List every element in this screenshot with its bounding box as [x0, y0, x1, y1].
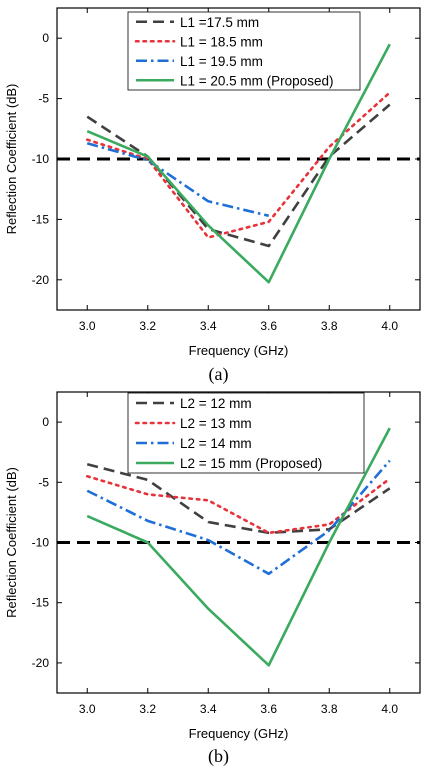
panel-caption: (a) — [209, 364, 229, 385]
series-line-2 — [85, 91, 392, 239]
y-tick-label: -20 — [32, 273, 50, 287]
x-tick-label: 3.2 — [139, 702, 156, 716]
x-tick-label: 3.2 — [139, 319, 156, 333]
legend-label-4: L1 = 20.5 mm (Proposed) — [180, 73, 333, 88]
x-tick-label: 3.0 — [79, 702, 96, 716]
chart-panel-a: 3.0 3.2 3.4 3.6 3.8 4.0 0 -5 -10 -15 -20 Frequency … — [4, 7, 421, 385]
legend-label-4: L2 = 15 mm (Proposed) — [180, 456, 322, 471]
legend-label-2: L2 = 13 mm — [180, 416, 252, 431]
x-tick-label: 3.8 — [321, 319, 338, 333]
x-tick-label: 3.4 — [200, 702, 217, 716]
x-tick-label: 3.6 — [260, 319, 277, 333]
y-axis-label: Reflection Coefficient (dB) — [4, 467, 19, 618]
legend-label-3: L1 = 19.5 mm — [180, 54, 263, 69]
y-tick-label: 0 — [42, 415, 49, 429]
series-line-1 — [86, 103, 391, 248]
series-line-4 — [86, 43, 391, 284]
x-axis-label: Frequency (GHz) — [189, 726, 289, 741]
y-tick-label: -5 — [38, 475, 49, 489]
legend-label-2: L1 = 18.5 mm — [180, 34, 263, 49]
x-tick-label: 3.0 — [79, 319, 96, 333]
legend-label-1: L1 =17.5 mm — [180, 15, 259, 30]
legend-label-1: L2 = 12 mm — [180, 396, 252, 411]
x-tick-label: 3.4 — [200, 319, 217, 333]
y-tick-label: -10 — [32, 536, 50, 550]
legend-label-3: L2 = 14 mm — [180, 436, 252, 451]
y-tick-label: -15 — [32, 596, 50, 610]
series-line-4 — [86, 427, 391, 667]
panel-caption: (b) — [208, 746, 229, 767]
x-tick-label: 4.0 — [381, 319, 398, 333]
x-axis-label: Frequency (GHz) — [189, 343, 289, 358]
legend-box — [127, 392, 365, 474]
y-tick-label: 0 — [42, 31, 49, 45]
legend: L1 =17.5 mm L1 = 18.5 mm L1 = 19.5 mm L1 = … — [127, 11, 361, 91]
series-line-3 — [86, 142, 270, 218]
y-tick-label: -10 — [32, 152, 50, 166]
series-line-3 — [86, 459, 391, 576]
y-tick-label: -5 — [38, 92, 49, 106]
x-tick-label: 4.0 — [381, 702, 398, 716]
y-tick-label: -15 — [32, 212, 50, 226]
series-line-2 — [85, 474, 392, 535]
y-tick-label: -20 — [32, 656, 50, 670]
series-line-1 — [86, 462, 391, 535]
x-tick-label: 3.8 — [321, 702, 338, 716]
y-axis-label: Reflection Coefficient (dB) — [4, 84, 19, 235]
x-tick-label: 3.6 — [260, 702, 277, 716]
legend-box — [127, 11, 361, 91]
chart-panel-b: 3.0 3.2 3.4 3.6 3.8 4.0 0 -5 -10 -15 -20 Frequency … — [4, 391, 421, 767]
legend: L2 = 12 mm L2 = 13 mm L2 = 14 mm L2 = 15 mm… — [127, 392, 365, 474]
